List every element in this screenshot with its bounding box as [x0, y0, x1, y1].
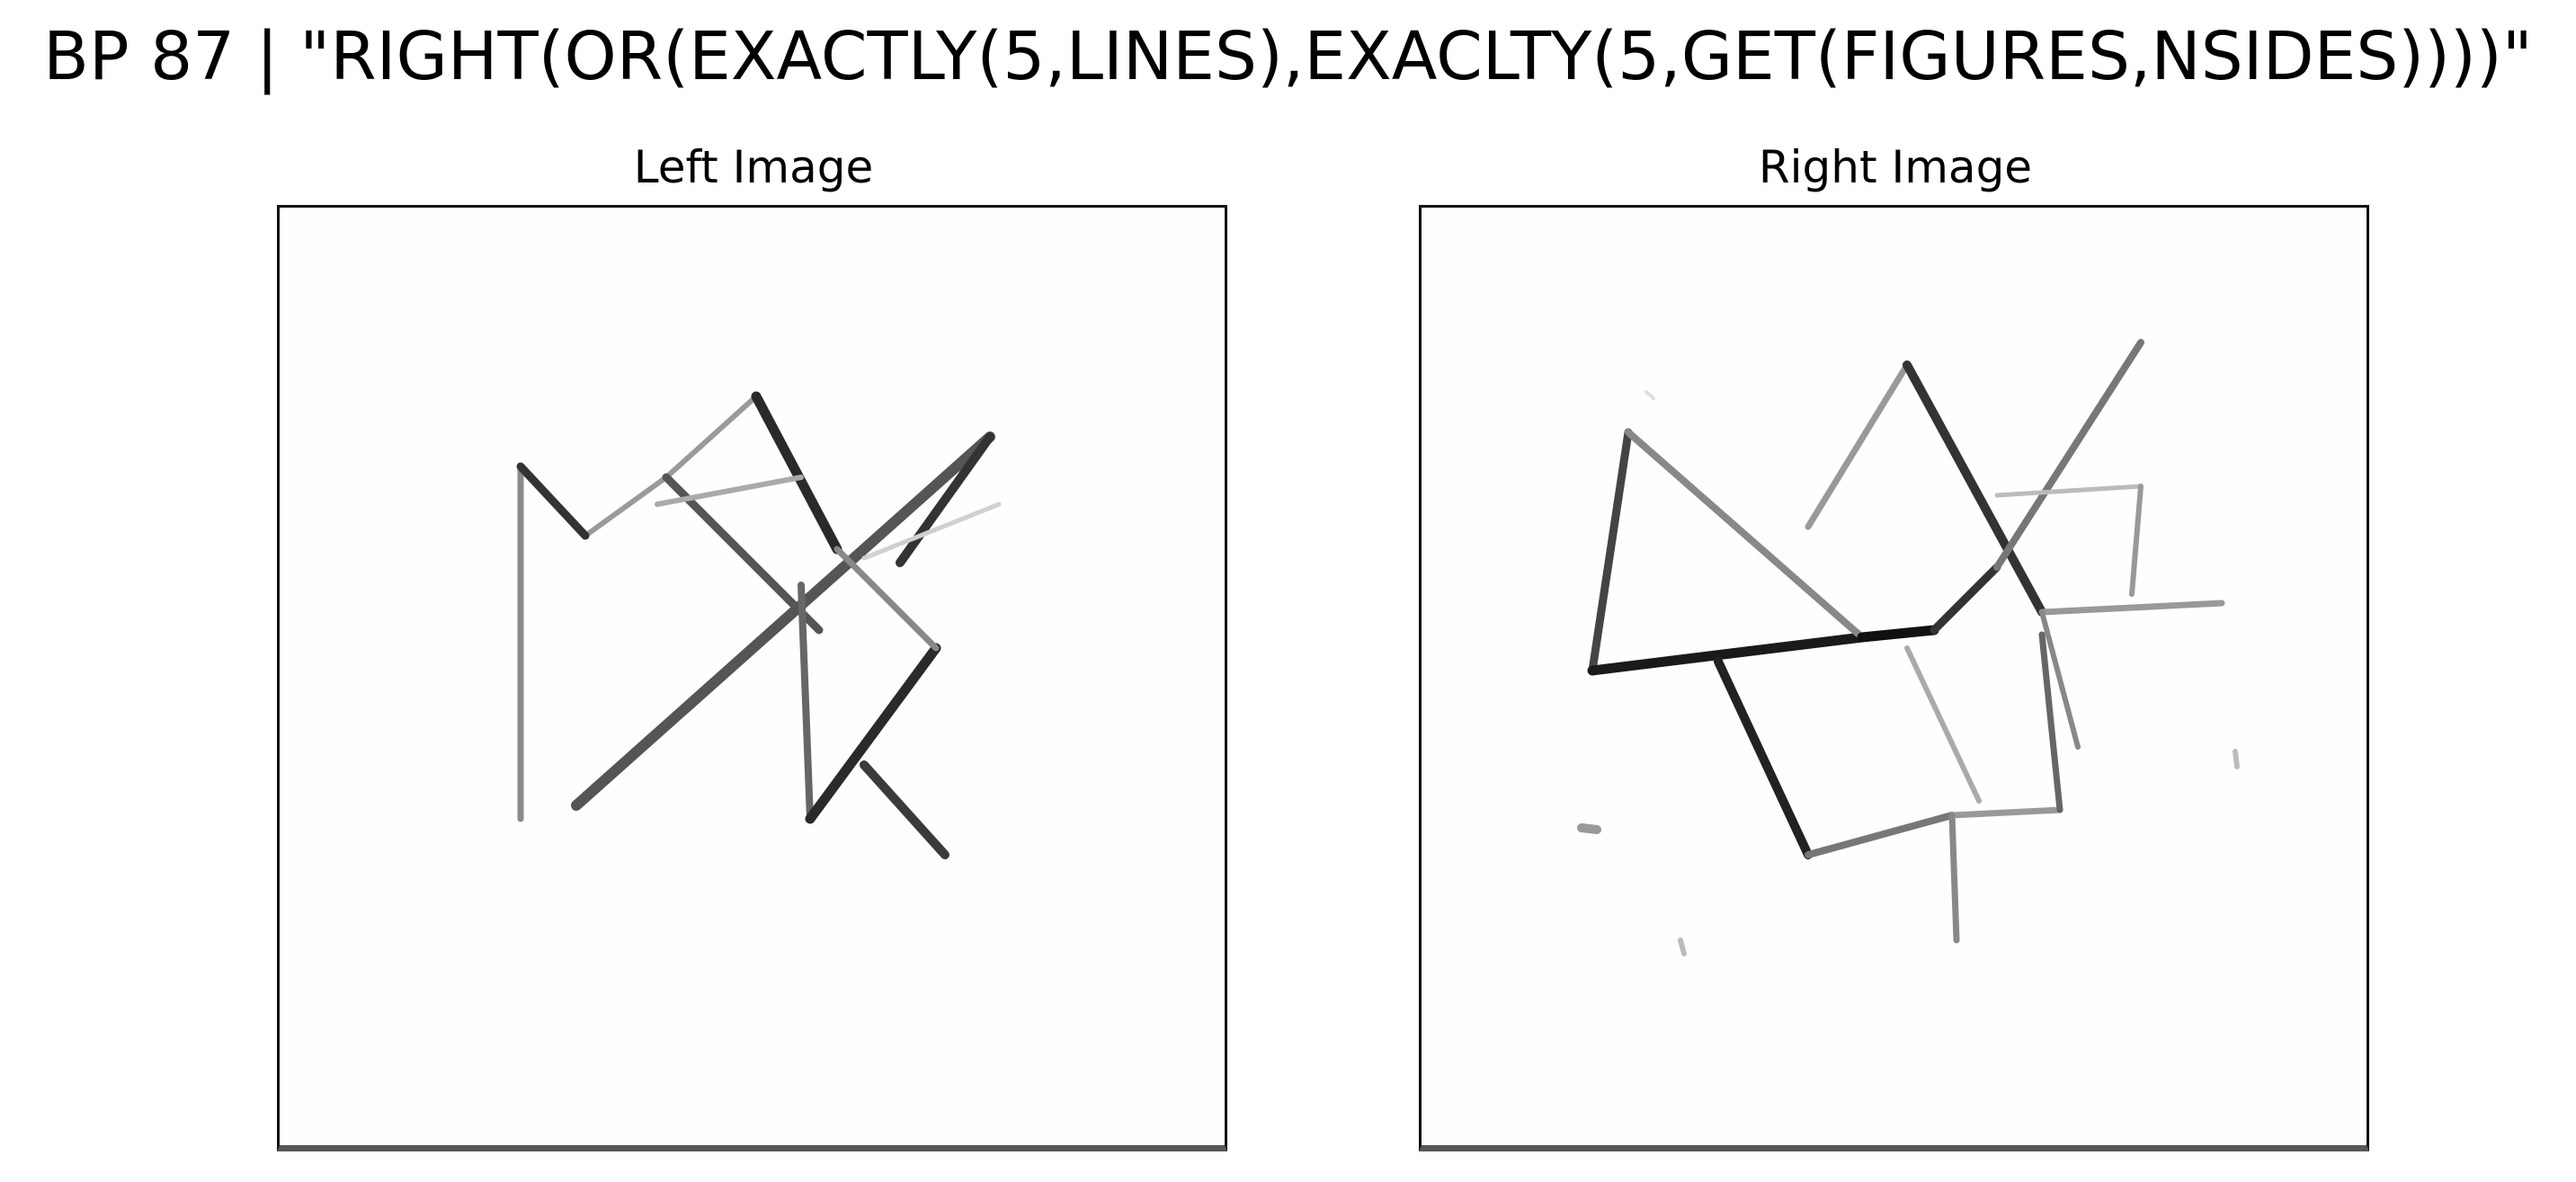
- right-stroke: [2038, 631, 2063, 813]
- figure-title: BP 87 | "RIGHT(OR(EXACTLY(5,LINES),EXACL…: [43, 18, 2533, 95]
- left-line-drawing: [516, 391, 1002, 859]
- left-stroke: [662, 473, 824, 635]
- right-stroke: [1994, 484, 2144, 498]
- right-line-drawing: [1577, 339, 2240, 956]
- right-stroke: [1904, 645, 1982, 804]
- right-stroke: [1625, 429, 1866, 641]
- right-speck: [1577, 823, 1601, 834]
- right-stroke: [1588, 428, 1633, 675]
- right-speck: [1678, 938, 1687, 956]
- right-image-panel: [1419, 205, 2369, 1151]
- right-stroke: [1948, 806, 2063, 819]
- right-panel-title: Right Image: [1758, 141, 2033, 193]
- left-image-panel: [277, 205, 1227, 1151]
- left-stroke: [751, 391, 842, 555]
- right-stroke: [2038, 600, 2225, 616]
- right-stroke: [2039, 609, 2081, 750]
- right-stroke: [1857, 625, 1939, 643]
- right-stroke: [1587, 632, 1867, 676]
- right-speck: [2233, 749, 2240, 769]
- right-stroke: [1993, 339, 2144, 571]
- left-stroke: [518, 394, 759, 538]
- left-panel-title: Left Image: [633, 141, 874, 193]
- left-stroke: [571, 431, 995, 811]
- left-stroke: [860, 760, 949, 859]
- left-stroke: [798, 582, 814, 822]
- left-stroke: [896, 432, 994, 567]
- left-stroke: [861, 502, 1002, 561]
- left-stroke: [516, 462, 590, 540]
- right-stroke: [2129, 484, 2144, 597]
- right-stroke: [1714, 657, 1813, 859]
- right-stroke: [1903, 360, 2046, 617]
- right-stroke: [1930, 563, 2001, 635]
- right-speck: [1645, 390, 1655, 400]
- left-stroke: [805, 643, 941, 824]
- left-stroke: [655, 475, 804, 507]
- right-stroke: [1948, 812, 1960, 944]
- right-stroke: [1805, 361, 1911, 530]
- left-stroke: [833, 546, 940, 652]
- right-stroke: [1805, 812, 1956, 858]
